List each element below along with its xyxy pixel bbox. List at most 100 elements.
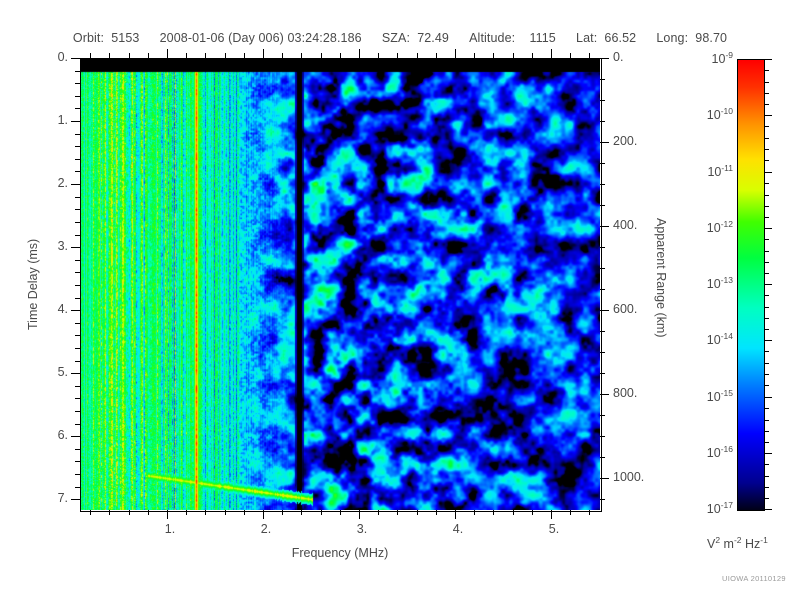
y-axis-tick-minor	[75, 449, 80, 450]
y2-axis-tick-label: 1000.	[613, 470, 645, 484]
y-axis-tick-minor	[75, 361, 80, 362]
y2-axis-tick-minor	[600, 163, 605, 164]
sza-label: SZA:	[381, 31, 411, 45]
colorbar-tick-minor	[764, 82, 769, 83]
x-axis-title: Frequency (MHz)	[291, 546, 389, 560]
colorbar-tick-minor	[764, 273, 769, 274]
y2-axis-tick-label: 400.	[613, 218, 638, 232]
x-axis-tick-top	[378, 53, 379, 58]
colorbar-tick-label: 10-17	[706, 500, 733, 517]
orbit-value: 5153	[111, 31, 140, 45]
x-axis-tick-major	[167, 510, 168, 519]
colorbar-tick-minor	[764, 104, 769, 105]
x-axis-tick-top	[225, 53, 226, 58]
y-axis-tick-major	[71, 121, 80, 122]
colorbar-tick-minor	[764, 385, 769, 386]
x-axis-tick-minor	[493, 510, 494, 515]
orbit-label: Orbit:	[72, 31, 105, 45]
y-axis-tick-label: 0.	[57, 50, 68, 64]
colorbar-tick-minor	[764, 431, 769, 432]
y2-axis-tick-label: 0.	[613, 50, 624, 64]
x-axis-tick-label: 2.	[260, 522, 272, 536]
y2-axis-tick-minor	[600, 121, 605, 122]
colorbar-tick-major	[764, 509, 772, 510]
y-axis-tick-minor	[75, 134, 80, 135]
y2-axis-tick-major	[600, 310, 609, 311]
x-axis-tick-major	[359, 510, 360, 519]
x-axis-tick-major	[455, 510, 456, 519]
y-axis-tick-major	[71, 247, 80, 248]
colorbar-tick-minor	[764, 318, 769, 319]
colorbar-tick-minor	[764, 217, 769, 218]
colorbar-tick-major	[764, 453, 772, 454]
x-axis-tick-top	[167, 49, 168, 58]
colorbar-tick-label: 10-10	[706, 106, 733, 123]
y2-axis-tick-minor	[600, 499, 605, 500]
x-axis-tick-top	[263, 49, 264, 58]
y2-axis-tick-minor	[600, 79, 605, 80]
y2-axis-tick-major	[600, 394, 609, 395]
spectrogram-image	[80, 58, 600, 510]
colorbar-tick-minor	[764, 251, 769, 252]
y-axis-tick-minor	[75, 83, 80, 84]
y-axis-tick-minor	[75, 398, 80, 399]
y-axis-tick-major	[71, 58, 80, 59]
colorbar-tick-minor	[764, 70, 769, 71]
y2-axis-tick-minor	[600, 247, 605, 248]
colorbar-tick-major	[764, 284, 772, 285]
colorbar-tick-minor	[764, 487, 769, 488]
y-axis-tick-minor	[75, 298, 80, 299]
colorbar-tick-minor	[764, 138, 769, 139]
y-axis-tick-label: 5.	[57, 365, 68, 379]
datetime-value: 2008-01-06 (Day 006) 03:24:28.186	[159, 31, 362, 45]
x-axis-tick-minor	[109, 510, 110, 515]
y-axis-tick-minor	[75, 272, 80, 273]
y2-axis-tick-minor	[600, 352, 605, 353]
x-axis-tick-top	[570, 53, 571, 58]
x-axis-tick-top	[244, 53, 245, 58]
colorbar-tick-label: 10-15	[706, 388, 733, 405]
y-axis-tick-minor	[75, 386, 80, 387]
x-axis-tick-minor	[378, 510, 379, 515]
y-axis-tick-label: 1.	[57, 113, 68, 127]
x-axis-tick-top	[340, 53, 341, 58]
y2-axis-tick-minor	[600, 289, 605, 290]
y-axis-tick-major	[71, 184, 80, 185]
colorbar-tick-minor	[764, 126, 769, 127]
y-axis-tick-label: 6.	[57, 428, 68, 442]
y-axis-tick-minor	[75, 222, 80, 223]
colorbar-tick-major	[764, 340, 772, 341]
x-axis-tick-top	[321, 53, 322, 58]
x-axis-tick-top	[417, 53, 418, 58]
y-axis-tick-major	[71, 436, 80, 437]
y-axis-tick-minor	[75, 235, 80, 236]
spectrogram-panel[interactable]	[80, 58, 600, 510]
x-axis-tick-major	[263, 510, 264, 519]
y-axis-tick-label: 4.	[57, 302, 68, 316]
y2-axis-tick-major	[600, 226, 609, 227]
x-axis-tick-label: 5.	[548, 522, 560, 536]
colorbar-unit-label: V2 m-2 Hz-1	[707, 535, 768, 552]
colorbar-tick-minor	[764, 464, 769, 465]
x-axis-tick-major	[551, 510, 552, 519]
x-axis-tick-minor	[589, 510, 590, 515]
x-axis-tick-minor	[321, 510, 322, 515]
y2-axis-tick-major	[600, 58, 609, 59]
colorbar-tick-minor	[764, 476, 769, 477]
colorbar[interactable]	[737, 59, 765, 511]
y-axis-tick-minor	[75, 487, 80, 488]
x-axis-tick-top	[589, 53, 590, 58]
colorbar-tick-label: 10-16	[706, 444, 733, 461]
colorbar-tick-minor	[764, 239, 769, 240]
altitude-value: 1115	[529, 31, 556, 45]
y2-axis-tick-minor	[600, 436, 605, 437]
x-axis-tick-minor	[340, 510, 341, 515]
y2-axis-tick-minor	[600, 205, 605, 206]
y-axis-tick-minor	[75, 71, 80, 72]
y2-axis-tick-major	[600, 142, 609, 143]
y-axis-tick-minor	[75, 96, 80, 97]
colorbar-tick-label: 10-13	[706, 275, 733, 292]
colorbar-tick-minor	[764, 295, 769, 296]
y-axis-tick-minor	[75, 159, 80, 160]
x-axis-tick-minor	[532, 510, 533, 515]
